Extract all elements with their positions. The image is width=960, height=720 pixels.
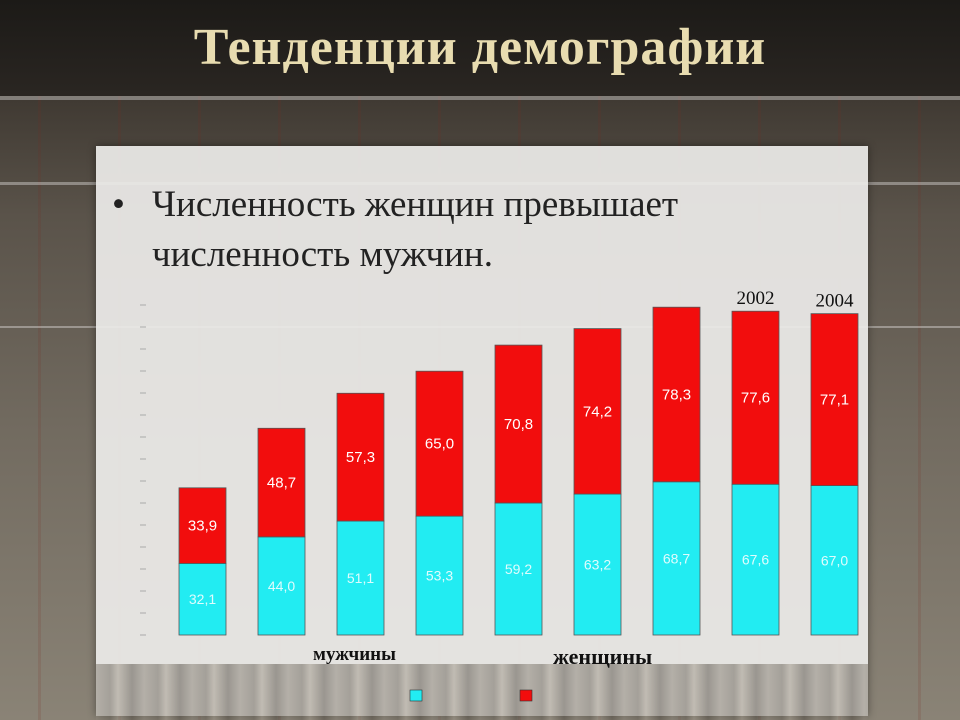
bar-men: [810, 485, 859, 636]
background-band: [0, 96, 960, 100]
data-label-men: 44,0: [268, 578, 295, 594]
photo-strip: [96, 664, 868, 720]
bar-women: [810, 313, 859, 486]
bar-men: [257, 536, 306, 636]
bar-women: [415, 370, 464, 517]
bar-men: [415, 515, 464, 636]
legend-swatch-men: [409, 689, 423, 702]
chart-bars: [178, 306, 859, 636]
data-label-women: 48,7: [267, 475, 296, 492]
bar-men: [336, 520, 385, 636]
chart-legend: мужчины женщины: [313, 644, 652, 702]
data-label-men: 59,2: [505, 561, 532, 577]
data-label-men: 63,2: [584, 557, 611, 573]
bullet-text: Численность женщин превышает численность…: [152, 184, 679, 275]
bar-men: [652, 481, 701, 636]
bar-men: [178, 563, 227, 636]
data-label-women: 33,9: [188, 518, 217, 535]
bar-men: [494, 502, 543, 636]
data-label-men: 68,7: [663, 550, 690, 566]
data-label-women: 77,1: [820, 392, 849, 409]
bar-men: [731, 483, 780, 636]
legend-label-men: мужчины: [313, 644, 396, 665]
bar-women: [257, 427, 306, 538]
legend-swatch-women: [519, 689, 533, 702]
data-label-women: 57,3: [346, 449, 375, 466]
bar-women: [573, 328, 622, 495]
bar-men: [573, 493, 622, 636]
data-label-men: 53,3: [426, 568, 453, 584]
bullet-dot-icon: •: [112, 184, 125, 225]
title-bar: Тенденции демографии: [0, 0, 960, 96]
data-label-women: 65,0: [425, 436, 454, 453]
data-label-women: 77,6: [741, 390, 770, 407]
bar-women: [336, 392, 385, 522]
data-label-men: 51,1: [347, 570, 374, 586]
data-label-women: 74,2: [583, 403, 612, 420]
bar-women: [178, 487, 227, 564]
bar-women: [494, 344, 543, 504]
chart-category-labels: 2002 2004: [737, 288, 855, 311]
data-label-women: 78,3: [662, 386, 691, 403]
data-label-men: 32,1: [189, 591, 216, 607]
data-label-men: 67,6: [742, 552, 769, 568]
category-label: 2004: [816, 291, 855, 312]
data-label-men: 67,0: [821, 552, 848, 568]
bar-women: [652, 306, 701, 483]
slide-title: Тенденции демографии: [193, 19, 767, 76]
bar-women: [731, 310, 780, 485]
y-axis-ticks: [140, 304, 146, 636]
chart-data-labels: 32,1 33,9 44,0 48,7 51,1 57,3 53,3 65,0 59,2 70,8…: [188, 386, 849, 607]
legend-label-women: женщины: [553, 644, 652, 669]
category-label: 2002: [737, 288, 775, 309]
data-label-women: 70,8: [504, 416, 533, 433]
